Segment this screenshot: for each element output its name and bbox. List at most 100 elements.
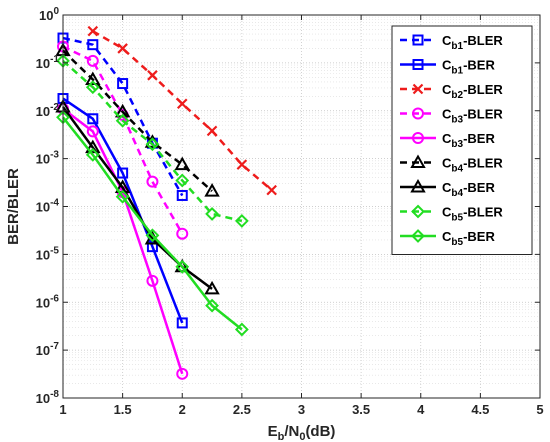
legend-marker-cb1-ber xyxy=(412,59,424,70)
legend-label-cb4-bler: Cb4-BLER xyxy=(442,156,503,175)
legend-label-cb3-ber: Cb3-BER xyxy=(442,131,495,150)
point-cb2-bler xyxy=(176,98,188,110)
legend-marker-cb1-bler xyxy=(412,34,424,46)
point-cb3-bler xyxy=(176,227,189,240)
point-cb5-bler xyxy=(145,137,160,152)
marker-stroke xyxy=(87,25,99,37)
legend-marker-cb2-bler xyxy=(412,83,424,95)
legend-marker-cb5-bler xyxy=(411,204,425,219)
point-cb2-bler xyxy=(266,184,277,196)
plot-series xyxy=(55,25,277,380)
point-cb2-bler xyxy=(206,125,218,137)
y-tick-label: 10-5 xyxy=(36,245,60,262)
point-cb3-bler xyxy=(86,54,99,67)
point-cb1-bler xyxy=(87,39,99,51)
legend-item-cb5-bler: Cb5-BLER xyxy=(400,205,503,224)
legend-label-part: -BLER xyxy=(463,205,503,220)
legend-label-part: C xyxy=(442,82,452,97)
legend-item-cb1-bler: Cb1-BLER xyxy=(400,33,503,52)
x-tick-label: 4.5 xyxy=(471,402,489,417)
y-tick-exponent: -5 xyxy=(50,245,59,256)
point-cb2-bler xyxy=(147,70,158,81)
x-tick-label: 5 xyxy=(536,402,543,417)
point-cb5-bler xyxy=(85,80,100,95)
legend-label-part: -BER xyxy=(463,58,495,73)
point-cb5-bler xyxy=(205,207,219,221)
legend-label-part: b5 xyxy=(451,237,463,248)
point-cb5-ber xyxy=(115,189,130,204)
x-tick-label: 2.5 xyxy=(233,402,251,417)
legend-marker-cb3-ber xyxy=(412,132,424,144)
marker-stroke xyxy=(147,70,158,81)
point-cb5-ber xyxy=(145,228,160,243)
point-cb3-ber xyxy=(86,125,99,138)
legend-label-part: b5 xyxy=(451,213,463,224)
legend-item-cb4-bler: Cb4-BLER xyxy=(400,154,503,175)
legend-marker-cb5-ber xyxy=(411,229,425,243)
legend-label-cb5-bler: Cb5-BLER xyxy=(442,205,503,224)
x-axis-label: Eb/N0(dB) xyxy=(268,423,336,442)
legend-label-part: C xyxy=(442,229,452,244)
legend-label-part: -BLER xyxy=(463,156,503,171)
legend-label-part: -BLER xyxy=(463,33,503,48)
legend: Cb1-BLERCb1-BERCb2-BLERCb3-BLERCb3-BERCb… xyxy=(391,25,533,255)
series-line-cb5-ber xyxy=(62,116,243,331)
legend-label-part: C xyxy=(442,156,452,171)
legend-item-cb2-bler: Cb2-BLER xyxy=(400,82,503,101)
legend-item-cb4-ber: Cb4-BER xyxy=(400,178,495,199)
point-cb2-bler xyxy=(117,43,128,54)
point-cb5-bler xyxy=(175,173,190,188)
x-tick-labels: 1 1.5 2 2.5 3 3.5 4 4.5 5 xyxy=(59,402,543,417)
y-tick-exponent: -7 xyxy=(50,341,59,352)
point-cb5-ber xyxy=(205,298,219,313)
series-line-cb1-ber xyxy=(62,97,184,324)
y-tick-label: 10-8 xyxy=(36,389,60,406)
legend-label-part: -BLER xyxy=(463,107,503,122)
legend-label-cb1-ber: Cb1-BER xyxy=(442,58,495,77)
x-tick-label: 3 xyxy=(298,402,305,417)
legend-label-part: -BER xyxy=(463,229,495,244)
point-cb3-ber xyxy=(146,274,159,287)
point-cb5-bler xyxy=(234,213,249,228)
y-tick-exponent: 0 xyxy=(53,6,59,17)
x-tick-label: 2 xyxy=(179,402,186,417)
legend-item-cb5-ber: Cb5-BER xyxy=(400,229,495,248)
legend-marker-cb4-ber xyxy=(410,178,426,193)
point-cb4-bler xyxy=(204,183,220,197)
point-cb5-ber xyxy=(85,147,100,162)
y-tick-base: 10 xyxy=(36,295,50,310)
legend-label-part: b1 xyxy=(451,66,463,77)
legend-label-part: C xyxy=(442,180,452,195)
point-cb5-bler xyxy=(115,113,130,128)
legend-item-cb3-ber: Cb3-BER xyxy=(400,131,495,150)
point-cb2-bler xyxy=(87,25,99,37)
point-cb1-bler xyxy=(176,189,188,201)
series-cb5-bler xyxy=(56,53,249,228)
legend-label-part: b3 xyxy=(451,115,463,126)
legend-label-part: b3 xyxy=(451,139,463,150)
y-tick-label: 100 xyxy=(39,6,59,23)
y-tick-base: 10 xyxy=(36,247,50,262)
point-cb2-bler xyxy=(236,159,248,170)
point-cb3-bler xyxy=(146,175,159,188)
legend-marker-cb4-bler xyxy=(410,154,426,168)
y-tick-base: 10 xyxy=(36,104,50,119)
y-tick-label: 10-7 xyxy=(36,341,60,358)
y-tick-exponent: -2 xyxy=(50,102,59,113)
y-tick-label: 10-4 xyxy=(36,198,60,215)
legend-marker-cb3-bler xyxy=(412,107,424,120)
marker-stroke xyxy=(176,98,188,110)
legend-label-cb2-bler: Cb2-BLER xyxy=(442,82,503,101)
y-tick-base: 10 xyxy=(36,343,50,358)
legend-label-cb5-ber: Cb5-BER xyxy=(442,229,495,248)
legend-label-cb4-ber: Cb4-BER xyxy=(442,180,495,199)
y-tick-label: 10-1 xyxy=(36,54,60,71)
legend-label-part: b2 xyxy=(451,90,463,101)
point-cb1-ber xyxy=(117,167,129,179)
y-tick-exponent: -1 xyxy=(50,54,59,65)
series-line-cb5-bler xyxy=(62,59,243,223)
series-cb2-bler xyxy=(87,25,277,196)
y-tick-base: 10 xyxy=(36,56,50,71)
